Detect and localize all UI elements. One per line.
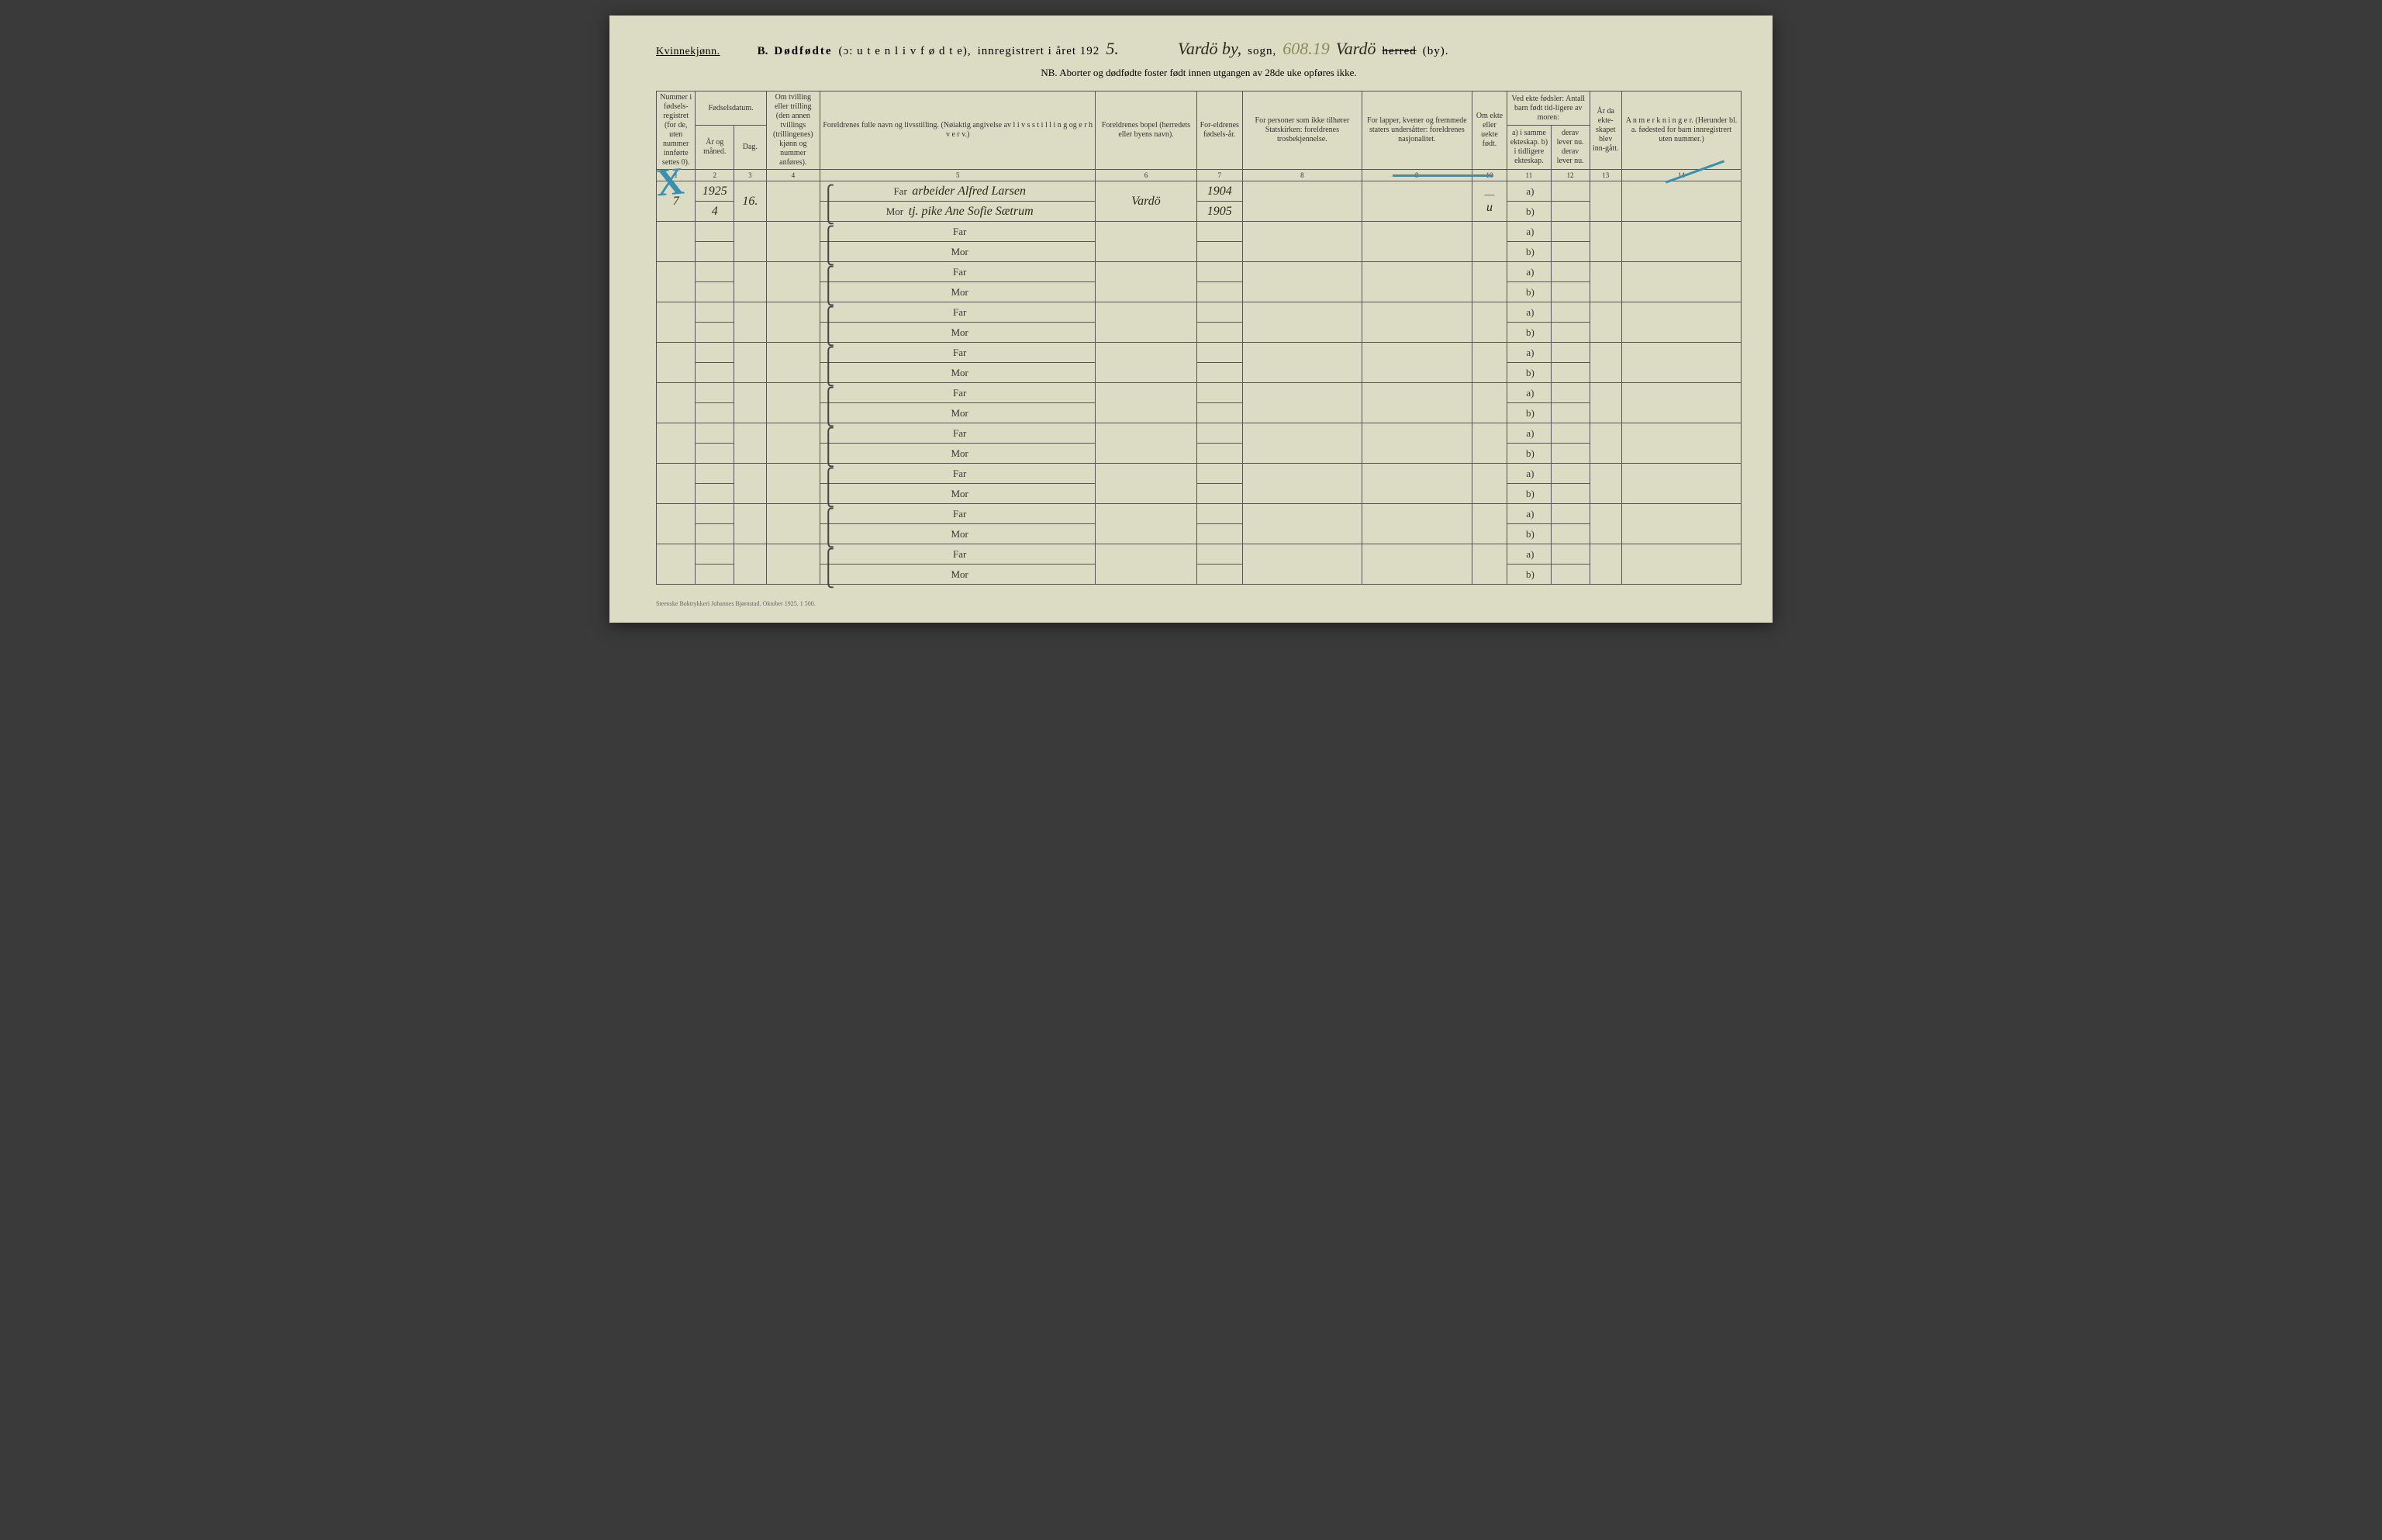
mor-label: Mor xyxy=(886,205,903,217)
colnum-9: 9 xyxy=(1362,170,1472,181)
col-header-8: For personer som ikke tilhører Statskirk… xyxy=(1242,92,1362,170)
entry-1-day: 16. xyxy=(742,195,758,208)
entry-1-a: a) xyxy=(1507,181,1551,202)
empty-far-row: ⎧Fara) xyxy=(657,302,1742,323)
col-header-2: År og måned. xyxy=(696,126,734,170)
empty-far-row: ⎧Fara) xyxy=(657,464,1742,484)
entry-1-far-year: 1904 xyxy=(1207,185,1232,198)
col-header-13: År da ekte-skapet blev inn-gått. xyxy=(1590,92,1621,170)
colnum-6: 6 xyxy=(1096,170,1196,181)
entry-1-mor-year: 1905 xyxy=(1207,205,1232,218)
col-header-10: Om ekte eller uekte født. xyxy=(1472,92,1507,170)
empty-far-row: ⎧Fara) xyxy=(657,262,1742,282)
document-page: X Kvinnekjønn. B. Dødfødte (ɔ: u t e n l… xyxy=(609,16,1773,623)
entry-1-remarks xyxy=(1621,181,1741,222)
sogn-handwritten: Vardö by, xyxy=(1178,39,1241,59)
col-header-7: For-eldrenes fødsels-år. xyxy=(1196,92,1242,170)
title-main: Dødfødte xyxy=(774,45,832,58)
colnum-14: 14 xyxy=(1621,170,1741,181)
col-header-4: Om tvilling eller trilling (den annen tv… xyxy=(766,92,820,170)
col-header-12: derav lever nu. derav lever nu. xyxy=(1551,126,1590,170)
entry-1-twin xyxy=(766,181,820,222)
register-table: Nummer i fødsels-registret (for de, uten… xyxy=(656,91,1742,585)
entry-1-b: b) xyxy=(1507,202,1551,222)
entry-1-religion xyxy=(1242,181,1362,222)
empty-far-row: ⎧Fara) xyxy=(657,383,1742,403)
colnum-2: 2 xyxy=(696,170,734,181)
year-suffix-hw: 5. xyxy=(1106,39,1119,59)
code-handwritten: 608.19 xyxy=(1282,39,1330,59)
entry-1-nationality xyxy=(1362,181,1472,222)
entry-1-bopel: Vardö xyxy=(1131,195,1161,208)
colnum-7: 7 xyxy=(1196,170,1242,181)
col-header-14: A n m e r k n i n g e r. (Herunder bl. a… xyxy=(1621,92,1741,170)
column-number-row: 1 2 3 4 5 6 7 8 9 10 11 12 13 14 xyxy=(657,170,1742,181)
entry-1-num: 7 xyxy=(673,195,679,208)
colnum-12: 12 xyxy=(1551,170,1590,181)
herred-handwritten: Vardö xyxy=(1336,39,1376,59)
sogn-label: sogn, xyxy=(1248,45,1276,58)
col-header-11: a) i samme ekteskap. b) i tidligere ekte… xyxy=(1507,126,1551,170)
title-paren: (ɔ: u t e n l i v f ø d t e), xyxy=(839,45,972,58)
printer-footer: Steenske Boktrykkeri Johannes Bjørnstad.… xyxy=(656,600,1742,607)
header-line-1: Kvinnekjønn. B. Dødfødte (ɔ: u t e n l i… xyxy=(656,39,1742,59)
entry-1-year: 1925 xyxy=(703,185,727,198)
colnum-3: 3 xyxy=(734,170,766,181)
table-body: 7 1925 16. ⎧Far arbeider Alfred Larsen V… xyxy=(657,181,1742,222)
colnum-10: 10 xyxy=(1472,170,1507,181)
herred-struck: herred xyxy=(1382,45,1416,58)
entry-1-ekte-dash: — xyxy=(1484,188,1494,200)
entry-1-month: 4 xyxy=(712,205,718,218)
colnum-8: 8 xyxy=(1242,170,1362,181)
col-header-11-12-top: Ved ekte fødsler: Antall barn født tid-l… xyxy=(1507,92,1590,126)
col-header-1: Nummer i fødsels-registret (for de, uten… xyxy=(657,92,696,170)
entry-1-b-lever xyxy=(1551,202,1590,222)
empty-far-row: ⎧Fara) xyxy=(657,222,1742,242)
colnum-1: 1 xyxy=(657,170,696,181)
colnum-13: 13 xyxy=(1590,170,1621,181)
col-header-3: Dag. xyxy=(734,126,766,170)
colnum-5: 5 xyxy=(820,170,1096,181)
col-header-6: Foreldrenes bopel (herredets eller byens… xyxy=(1096,92,1196,170)
entry-1-marriage-year xyxy=(1590,181,1621,222)
entry-1-mor-text: tj. pike Ane Sofie Sætrum xyxy=(909,205,1034,218)
nb-line: NB. Aborter og dødfødte foster født inne… xyxy=(656,67,1742,79)
colnum-4: 4 xyxy=(766,170,820,181)
by-label: (by). xyxy=(1423,45,1449,58)
entry-1-ekte: u xyxy=(1486,201,1493,214)
gender-label: Kvinnekjønn. xyxy=(656,46,720,58)
empty-far-row: ⎧Fara) xyxy=(657,343,1742,363)
far-label: Far xyxy=(893,185,906,197)
empty-far-row: ⎧Fara) xyxy=(657,544,1742,565)
entry-1-far-text: arbeider Alfred Larsen xyxy=(912,185,1026,198)
entry-1-far-row: 7 1925 16. ⎧Far arbeider Alfred Larsen V… xyxy=(657,181,1742,202)
colnum-11: 11 xyxy=(1507,170,1551,181)
section-letter: B. xyxy=(758,45,768,58)
empty-far-row: ⎧Fara) xyxy=(657,423,1742,444)
title-rest: innregistrert i året 192 xyxy=(978,45,1100,58)
col-header-date: Fødselsdatum. xyxy=(696,92,766,126)
entry-1-a-lever xyxy=(1551,181,1590,202)
empty-far-row: ⎧Fara) xyxy=(657,504,1742,524)
col-header-9: For lapper, kvener og fremmede staters u… xyxy=(1362,92,1472,170)
table-header: Nummer i fødsels-registret (for de, uten… xyxy=(657,92,1742,181)
col-header-5: Foreldrenes fulle navn og livsstilling. … xyxy=(820,92,1096,170)
empty-rows-body: ⎧Fara)⎩Morb)⎧Fara)⎩Morb)⎧Fara)⎩Morb)⎧Far… xyxy=(657,222,1742,585)
